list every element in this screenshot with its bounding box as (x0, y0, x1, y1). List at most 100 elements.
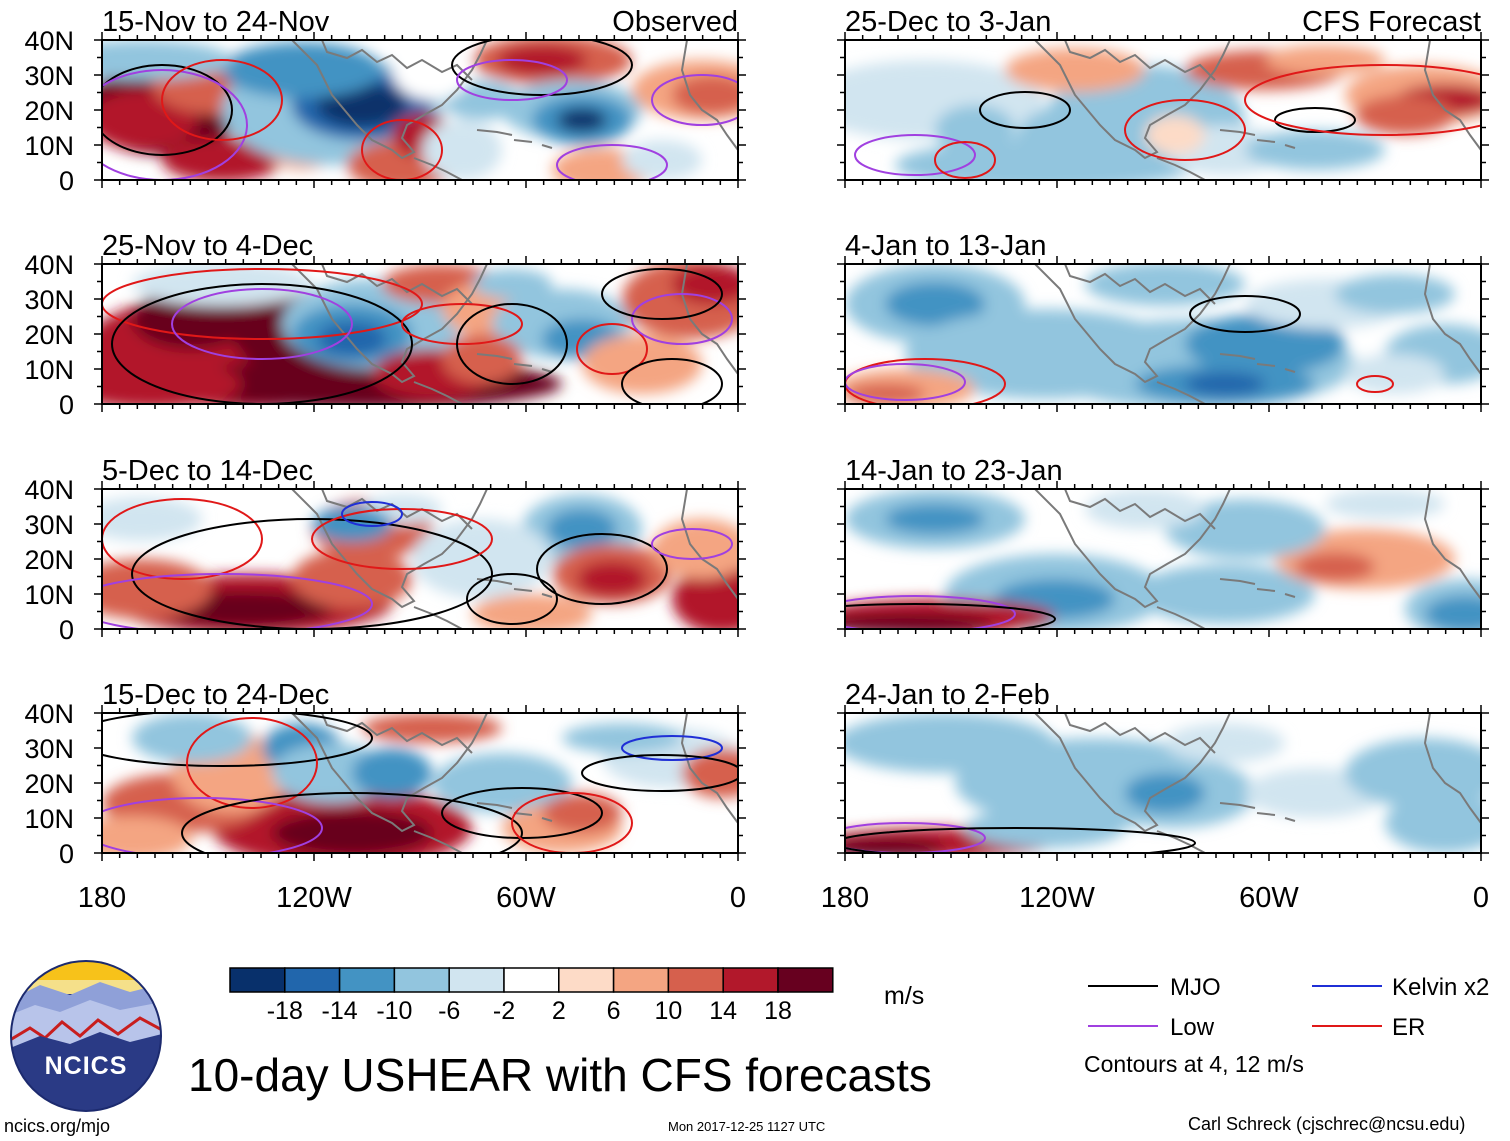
mjo-contour (131, 518, 493, 629)
lat-label: 0 (59, 839, 74, 869)
er-contour (1356, 375, 1394, 393)
er-contour (361, 119, 443, 180)
colorbar-swatch (338, 967, 396, 993)
lon-label: 60W (496, 882, 556, 914)
lat-label: 30N (24, 61, 74, 91)
low-contour (102, 573, 373, 629)
shear-anomaly-blob (1325, 489, 1445, 519)
shear-field (102, 264, 738, 404)
wave-contours (102, 498, 733, 629)
lat-label: 10N (24, 804, 74, 834)
shear-anomaly-blob (1145, 115, 1205, 155)
wave-contours (845, 822, 1196, 853)
mjo-contour (601, 268, 723, 320)
shear-anomaly-blob (162, 138, 282, 180)
lat-label: 30N (24, 285, 74, 315)
low-contour (854, 134, 976, 176)
legend-label-low: Low (1170, 1014, 1215, 1041)
shear-anomaly-blob (102, 497, 202, 541)
shear-anomaly-blob (547, 509, 617, 549)
shear-anomaly-blob (422, 120, 502, 180)
lon-label: 180 (78, 882, 126, 914)
shear-anomaly-blob (1355, 95, 1455, 135)
shear-anomaly-blob (672, 75, 738, 115)
shear-anomaly-blob (1135, 564, 1315, 624)
panel-subtitle: Observed (612, 6, 738, 38)
shear-anomaly-blob (1295, 552, 1375, 582)
low-contour (651, 528, 733, 560)
main-title: 10-day USHEAR with CFS forecasts (188, 1049, 932, 1101)
shear-anomaly-blob (845, 838, 945, 853)
wave-contours (845, 595, 1056, 629)
ncics-logo: NCICS (10, 960, 162, 1112)
colorbar-swatch (667, 967, 724, 993)
mjo-contour (621, 358, 723, 404)
er-contour (934, 141, 996, 179)
shear-anomaly-blob (392, 40, 472, 100)
shear-anomaly-blob (352, 748, 432, 798)
panel-subtitle: CFS Forecast (1302, 6, 1481, 38)
colorbar-swatch (777, 967, 834, 993)
colorbar-swatch (284, 967, 341, 993)
colorbar-label: 18 (764, 997, 792, 1025)
low-contour (456, 59, 568, 101)
shear-anomaly-blob (845, 614, 995, 629)
mjo-contour (845, 827, 1196, 853)
mjo-contour (111, 283, 413, 404)
low-contour (102, 69, 248, 180)
mjo-contour (456, 303, 568, 385)
legend-item-kelvin: Kelvin x2 (1312, 974, 1489, 1001)
er-contour (845, 358, 1006, 404)
lat-label: 0 (59, 166, 74, 196)
er-contour (1124, 99, 1246, 161)
coastlines (1034, 40, 1481, 180)
shear-field (845, 264, 1481, 404)
low-contour (171, 288, 353, 360)
map-panel: 5-Dec to 14-Dec 40N 30N 20N 10N 0 (24, 455, 746, 645)
colorbar-label: -18 (267, 997, 303, 1025)
map-panel: 4-Jan to 13-Jan (837, 230, 1489, 412)
lon-label: 0 (1473, 882, 1489, 914)
shear-anomaly-blob (885, 504, 985, 534)
map-panel: 14-Jan to 23-Jan (837, 455, 1489, 637)
lat-label: 40N (24, 26, 74, 56)
lat-label: 40N (24, 250, 74, 280)
lat-label: 30N (24, 734, 74, 764)
shear-anomaly-blob (672, 564, 738, 629)
er-contour (311, 508, 493, 570)
colorbar-label: 14 (709, 997, 737, 1025)
shear-anomaly-blob (1345, 738, 1481, 808)
shear-anomaly-blob (497, 45, 587, 75)
lat-label: 40N (24, 475, 74, 505)
lat-label: 30N (24, 510, 74, 540)
panel-title: 25-Dec to 3-Jan (845, 6, 1051, 38)
shear-anomaly-blob (1085, 489, 1205, 529)
map-panel: 25-Nov to 4-Dec 40N 30N 20N 10N 0 (24, 230, 746, 420)
mjo-contour (581, 754, 738, 792)
er-contour (576, 323, 648, 375)
shear-anomaly-blob (132, 713, 252, 763)
panel-title: 15-Dec to 24-Dec (102, 679, 329, 711)
mjo-contour (102, 713, 373, 767)
shear-field (102, 489, 738, 629)
panel-title: 24-Jan to 2-Feb (845, 679, 1050, 711)
er-contour (161, 59, 283, 141)
legend-item-mjo: MJO (1088, 974, 1221, 1001)
colorbar-swatch (503, 967, 560, 993)
shear-anomaly-blob (1345, 354, 1445, 394)
colorbar-swatch (612, 967, 670, 993)
shear-anomaly-blob (1125, 773, 1205, 813)
colorbar-units: m/s (884, 982, 925, 1010)
shear-anomaly-blob (272, 811, 432, 853)
colorbar-label: 10 (654, 997, 682, 1025)
lat-label: 0 (59, 390, 74, 420)
shear-anomaly-blob (1005, 48, 1145, 92)
panel-title: 14-Jan to 23-Jan (845, 455, 1063, 487)
colorbar-swatch (558, 967, 615, 993)
shear-anomaly-blob (562, 723, 682, 753)
map-panel: 24-Jan to 2-Feb 180 120W 60W 0 (821, 679, 1489, 914)
lat-label: 10N (24, 355, 74, 385)
kelvin-contour (621, 735, 723, 761)
colorbar-label: -2 (493, 997, 515, 1025)
